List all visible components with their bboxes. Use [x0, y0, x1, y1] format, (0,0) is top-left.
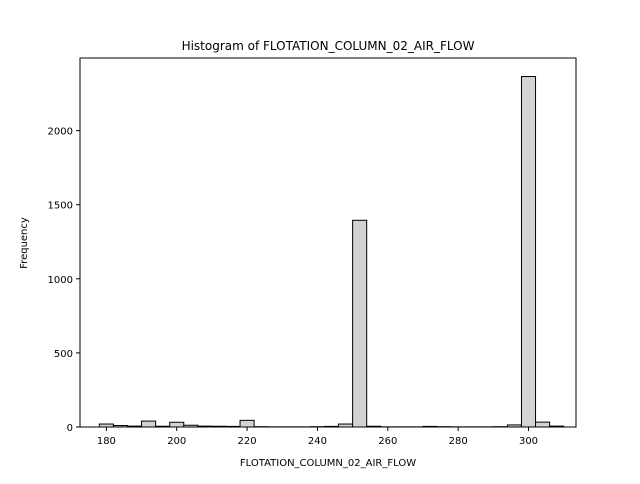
x-tick-label-3: 240: [308, 436, 327, 447]
x-tick-label-5: 280: [449, 436, 468, 447]
histogram-bar-5: [170, 422, 184, 427]
y-axis-label: Frequency: [19, 217, 30, 269]
x-tick-label-6: 300: [519, 436, 538, 447]
histogram-bar-30: [521, 77, 535, 427]
histogram-bar-18: [353, 220, 367, 427]
x-axis-label: FLOTATION_COLUMN_02_AIR_FLOW: [240, 458, 416, 469]
histogram-bar-3: [142, 421, 156, 427]
x-tick-label-4: 260: [378, 436, 397, 447]
y-tick-label-1: 500: [54, 349, 73, 360]
x-tick-label-1: 200: [167, 436, 186, 447]
histogram-bar-31: [536, 422, 550, 427]
histogram-bar-10: [240, 420, 254, 427]
x-tick-label-0: 180: [97, 436, 116, 447]
y-tick-label-2: 1000: [48, 275, 73, 286]
y-tick-label-3: 1500: [48, 201, 73, 212]
x-tick-label-2: 220: [238, 436, 257, 447]
chart-title: Histogram of FLOTATION_COLUMN_02_AIR_FLO…: [182, 39, 475, 53]
y-tick-label-4: 2000: [48, 127, 73, 138]
y-tick-label-0: 0: [67, 423, 73, 434]
